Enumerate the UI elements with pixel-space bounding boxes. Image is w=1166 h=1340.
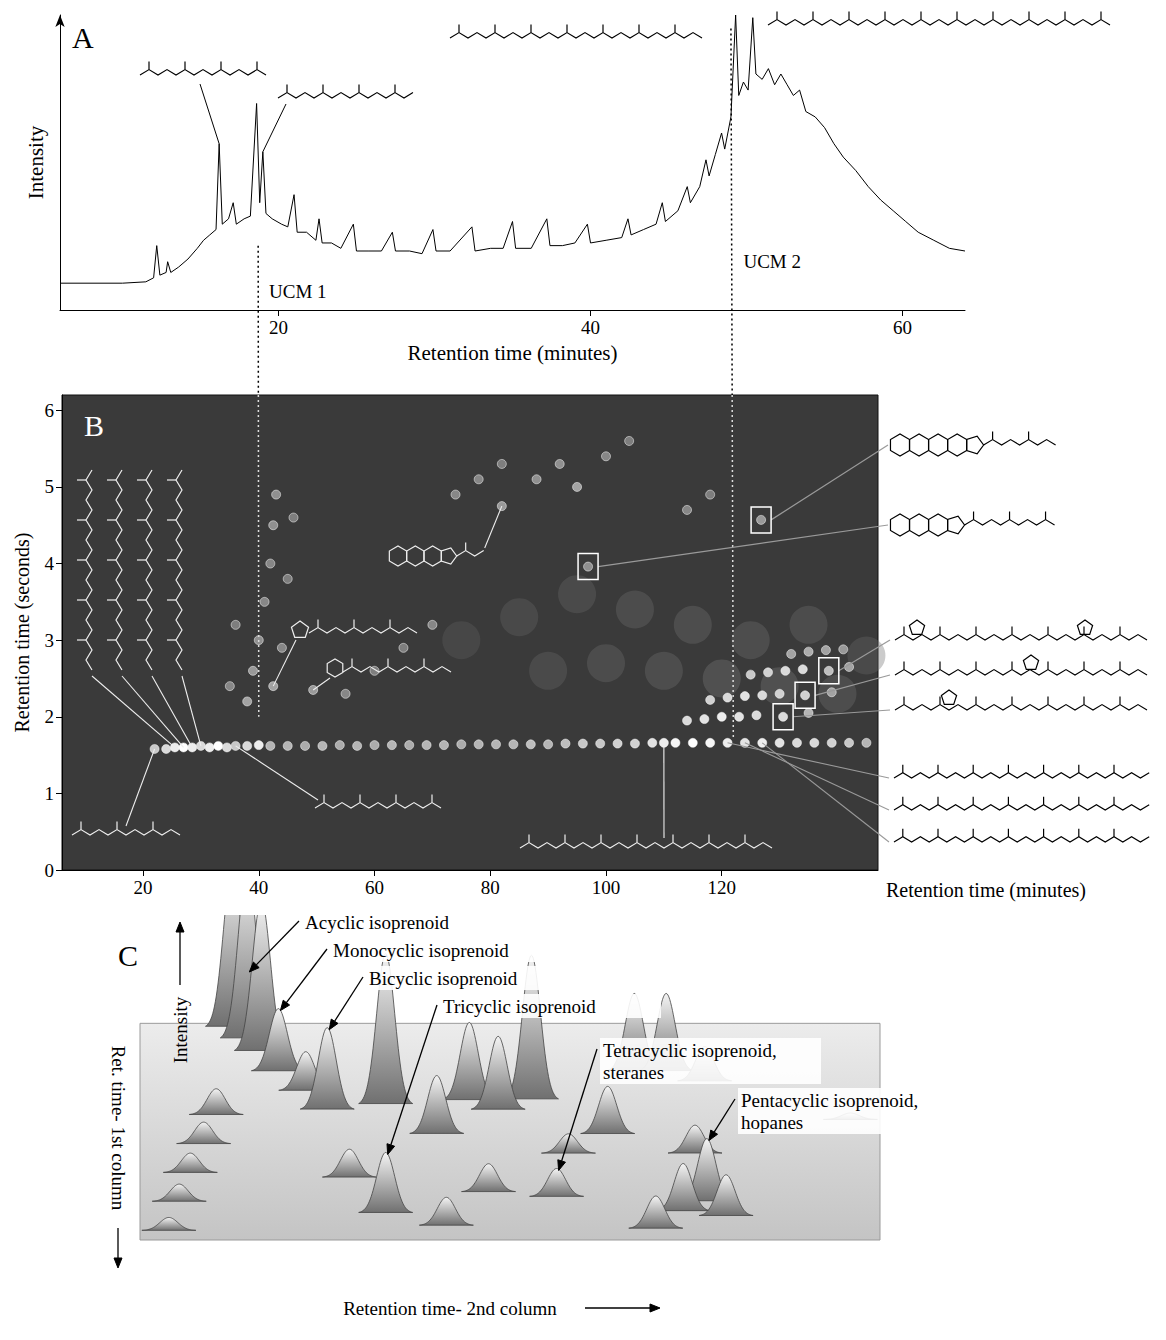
svg-text:20: 20 [134, 877, 153, 898]
svg-text:60: 60 [893, 317, 912, 338]
svg-text:100: 100 [592, 877, 621, 898]
svg-text:Pentacyclic isoprenoid,: Pentacyclic isoprenoid, [741, 1090, 923, 1111]
svg-text:UCM 2: UCM 2 [743, 251, 801, 272]
svg-text:Retention time (minutes): Retention time (minutes) [886, 879, 1086, 902]
svg-text:Monocyclic isoprenoid: Monocyclic isoprenoid [333, 940, 509, 961]
svg-text:0: 0 [45, 860, 55, 881]
svg-text:120: 120 [707, 877, 736, 898]
svg-text:80: 80 [481, 877, 500, 898]
svg-text:Retention time (minutes): Retention time (minutes) [408, 341, 618, 365]
svg-text:Ret. time- 1st column: Ret. time- 1st column [108, 1046, 129, 1211]
svg-text:A: A [72, 21, 94, 54]
svg-text:Retention time (seconds): Retention time (seconds) [11, 533, 34, 733]
svg-text:Bicyclic isoprenoid: Bicyclic isoprenoid [369, 968, 518, 989]
svg-text:3: 3 [45, 630, 55, 651]
svg-text:20: 20 [269, 317, 288, 338]
svg-text:Acyclic isoprenoid: Acyclic isoprenoid [305, 912, 450, 933]
svg-text:6: 6 [45, 400, 55, 421]
svg-text:40: 40 [581, 317, 600, 338]
svg-text:60: 60 [365, 877, 384, 898]
svg-text:B: B [84, 409, 104, 442]
svg-text:Retention time- 2nd column: Retention time- 2nd column [343, 1298, 557, 1319]
svg-text:2: 2 [45, 706, 55, 727]
svg-text:Intensity: Intensity [24, 125, 48, 199]
svg-text:Tetracyclic isoprenoid,: Tetracyclic isoprenoid, [603, 1040, 782, 1061]
svg-text:hopanes: hopanes [741, 1112, 803, 1133]
svg-text:steranes: steranes [603, 1062, 664, 1083]
svg-text:4: 4 [45, 553, 55, 574]
svg-text:1: 1 [45, 783, 55, 804]
svg-text:40: 40 [249, 877, 268, 898]
svg-text:UCM 1: UCM 1 [269, 281, 327, 302]
svg-text:Tricyclic isoprenoid: Tricyclic isoprenoid [443, 996, 596, 1017]
svg-text:C: C [118, 939, 138, 972]
svg-text:5: 5 [45, 476, 55, 497]
svg-text:Intensity: Intensity [170, 996, 191, 1063]
